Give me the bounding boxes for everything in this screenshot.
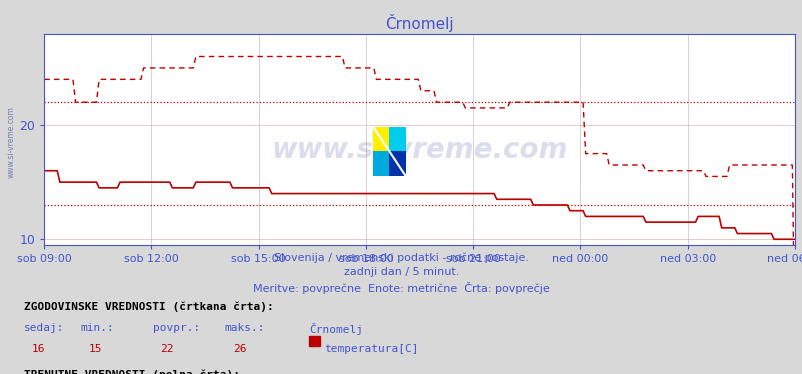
Text: povpr.:: povpr.: — [152, 323, 200, 333]
Text: 22: 22 — [160, 344, 174, 355]
Text: www.si-vreme.com: www.si-vreme.com — [6, 106, 15, 178]
Bar — [373, 151, 389, 176]
Text: min.:: min.: — [80, 323, 114, 333]
Text: Meritve: povprečne  Enote: metrične  Črta: povprečje: Meritve: povprečne Enote: metrične Črta:… — [253, 282, 549, 294]
Text: maks.:: maks.: — [225, 323, 265, 333]
Text: 15: 15 — [88, 344, 102, 355]
Text: temperatura[C]: temperatura[C] — [324, 344, 419, 355]
Text: 16: 16 — [32, 344, 46, 355]
Bar — [373, 127, 389, 151]
Text: Črnomelj: Črnomelj — [309, 323, 363, 335]
Bar — [389, 127, 405, 151]
Text: TRENUTNE VREDNOSTI (polna črta):: TRENUTNE VREDNOSTI (polna črta): — [24, 370, 240, 374]
Text: sedaj:: sedaj: — [24, 323, 64, 333]
Bar — [389, 151, 405, 176]
Text: www.si-vreme.com: www.si-vreme.com — [271, 136, 567, 164]
Title: Črnomelj: Črnomelj — [385, 15, 453, 33]
Text: Slovenija / vremenski podatki - ročne postaje.: Slovenija / vremenski podatki - ročne po… — [273, 252, 529, 263]
Text: zadnji dan / 5 minut.: zadnji dan / 5 minut. — [343, 267, 459, 278]
Text: 26: 26 — [233, 344, 246, 355]
Text: ZGODOVINSKE VREDNOSTI (črtkana črta):: ZGODOVINSKE VREDNOSTI (črtkana črta): — [24, 301, 273, 312]
